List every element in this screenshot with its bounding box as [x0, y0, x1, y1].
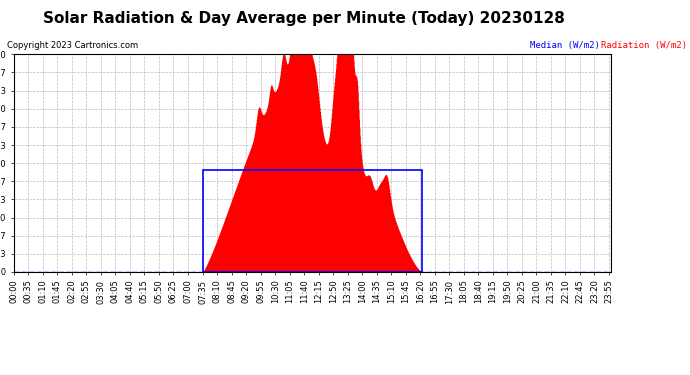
Bar — [203, 171, 422, 272]
Text: Median (W/m2): Median (W/m2) — [531, 41, 600, 50]
Text: Radiation (W/m2): Radiation (W/m2) — [600, 41, 687, 50]
Text: Copyright 2023 Cartronics.com: Copyright 2023 Cartronics.com — [7, 41, 138, 50]
Text: Solar Radiation & Day Average per Minute (Today) 20230128: Solar Radiation & Day Average per Minute… — [43, 11, 564, 26]
